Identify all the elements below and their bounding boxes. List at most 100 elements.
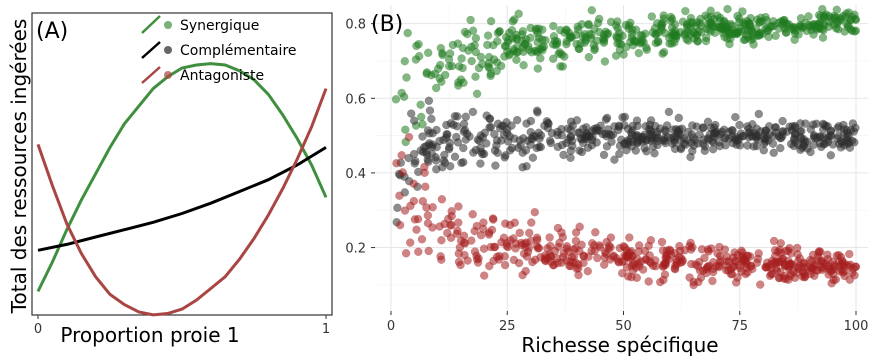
- data-point: [602, 29, 612, 39]
- data-point: [628, 40, 638, 50]
- data-point: [549, 21, 558, 31]
- data-point: [412, 225, 421, 234]
- data-point: [708, 276, 717, 286]
- data-point: [792, 268, 802, 278]
- data-point: [642, 255, 651, 265]
- data-point: [595, 242, 605, 252]
- data-point: [762, 16, 771, 25]
- panel-b-y-tick-label: 0.4: [345, 167, 366, 182]
- data-point: [530, 207, 540, 217]
- legend-label-synergique: Synergique: [180, 18, 259, 34]
- data-point: [660, 270, 670, 279]
- data-point: [559, 150, 568, 160]
- data-point: [406, 201, 415, 211]
- data-point: [423, 155, 433, 164]
- data-point: [395, 220, 405, 230]
- data-point: [710, 128, 719, 138]
- data-point: [620, 112, 630, 122]
- data-point: [583, 143, 593, 152]
- data-point: [548, 54, 558, 64]
- data-point: [846, 125, 856, 135]
- data-point: [417, 235, 427, 244]
- data-point: [467, 56, 476, 66]
- data-point: [400, 56, 410, 66]
- data-point: [470, 226, 479, 236]
- data-point: [427, 114, 436, 124]
- data-point: [623, 252, 633, 262]
- data-point: [562, 256, 571, 265]
- data-point: [646, 236, 656, 245]
- data-point: [728, 138, 738, 148]
- data-point: [527, 218, 536, 227]
- data-point: [575, 146, 584, 155]
- data-point: [584, 52, 594, 62]
- data-point: [518, 148, 527, 157]
- panel-b-x-tick-label: 100: [844, 319, 869, 334]
- data-point: [733, 273, 742, 282]
- data-point: [422, 203, 431, 212]
- data-point: [688, 28, 698, 37]
- data-point: [615, 149, 624, 159]
- data-point: [391, 95, 401, 104]
- data-point: [523, 247, 533, 257]
- data-point: [846, 260, 855, 269]
- panel-a-y-axis-title: Total des ressources ingérées: [7, 19, 31, 315]
- data-point: [782, 28, 791, 37]
- data-point: [502, 118, 511, 127]
- data-point: [715, 141, 725, 151]
- data-point: [698, 266, 708, 275]
- panel-b-x-tick-label: 25: [499, 319, 516, 334]
- data-point: [526, 23, 535, 33]
- data-point: [447, 220, 456, 230]
- data-point: [418, 132, 427, 141]
- data-point: [708, 144, 718, 154]
- data-point: [485, 63, 494, 73]
- data-point: [545, 136, 555, 145]
- panel-b-y-tick-label: 0.6: [345, 92, 366, 107]
- data-point: [527, 134, 536, 143]
- data-point: [472, 255, 482, 264]
- data-point: [470, 247, 480, 256]
- data-point: [752, 124, 762, 134]
- data-point: [625, 233, 634, 242]
- data-point: [720, 133, 729, 143]
- data-point: [492, 252, 502, 262]
- data-point: [814, 247, 824, 256]
- data-point: [657, 237, 667, 247]
- data-point: [512, 55, 521, 65]
- data-point: [686, 245, 696, 254]
- data-point: [482, 139, 491, 148]
- data-point: [489, 215, 498, 224]
- data-point: [404, 132, 414, 142]
- legend-line-antagoniste: [141, 66, 161, 84]
- data-point: [445, 161, 455, 171]
- data-point: [424, 246, 433, 256]
- data-point: [476, 159, 485, 168]
- data-point: [416, 100, 425, 109]
- data-point: [687, 259, 696, 269]
- data-point: [492, 58, 502, 67]
- data-point: [411, 156, 420, 166]
- data-point: [453, 39, 463, 48]
- data-point: [659, 47, 669, 57]
- data-point: [471, 33, 481, 43]
- data-point: [601, 129, 610, 139]
- data-point: [743, 141, 752, 150]
- data-point: [510, 15, 519, 24]
- panel-b-x-ticks: 0 25 50 75 100: [387, 311, 869, 334]
- data-point: [499, 233, 509, 243]
- data-point: [752, 141, 762, 151]
- data-point: [745, 21, 754, 30]
- data-point: [553, 223, 563, 233]
- data-point: [532, 143, 541, 153]
- data-point: [482, 111, 491, 120]
- data-point: [637, 137, 647, 146]
- data-point: [553, 127, 562, 137]
- data-point: [574, 260, 583, 269]
- data-point: [700, 146, 710, 156]
- data-point: [470, 40, 479, 50]
- curve-complementaire: [37, 146, 327, 252]
- data-point: [694, 277, 703, 287]
- data-point: [674, 113, 684, 123]
